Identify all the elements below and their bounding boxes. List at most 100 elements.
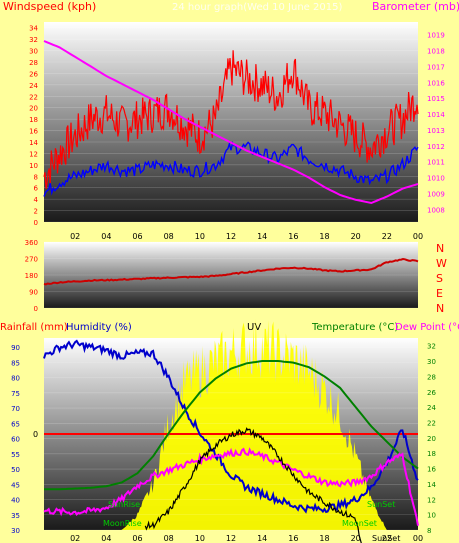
wind-tick-5: 10 bbox=[29, 162, 38, 170]
barometer-right-ticks: 1008 1009 1010 1011 1012 1013 1014 1015 1016 1017… bbox=[427, 32, 445, 215]
sunset2-label: SunSet bbox=[372, 534, 400, 543]
barometer-tick-10: 1018 bbox=[427, 48, 445, 56]
barometer-tick-5: 1013 bbox=[427, 127, 445, 135]
wind-gust-line bbox=[43, 50, 419, 189]
wind-xtick-11: 00 bbox=[413, 232, 423, 241]
wind-xtick-3: 08 bbox=[164, 232, 174, 241]
temp-xtick-3: 08 bbox=[164, 534, 174, 543]
temp-tick-5: 18 bbox=[427, 450, 436, 458]
wind-x-ticks: 02 04 06 08 10 12 14 16 18 20 22 00 bbox=[70, 232, 423, 241]
wind-xtick-5: 12 bbox=[226, 232, 236, 241]
temperature-ylabel: Temperature (°C) bbox=[311, 322, 398, 333]
barometer-tick-11: 1019 bbox=[427, 32, 445, 40]
uv-area-fill bbox=[44, 318, 418, 530]
wind-xtick-8: 18 bbox=[319, 232, 329, 241]
wind-average-line bbox=[43, 140, 419, 197]
wind-tick-10: 20 bbox=[29, 105, 38, 113]
barometer-tick-6: 1014 bbox=[427, 111, 445, 119]
moonrise-label: MoonRise bbox=[103, 519, 142, 528]
wind-tick-16: 32 bbox=[29, 36, 38, 44]
temp-xtick-2: 06 bbox=[132, 534, 142, 543]
wind-tick-9: 18 bbox=[29, 116, 38, 124]
wind-tick-1: 2 bbox=[34, 208, 38, 216]
wind-xtick-9: 20 bbox=[351, 232, 361, 241]
temp-xtick-7: 16 bbox=[288, 534, 298, 543]
temp-xtick-10: 22 bbox=[382, 534, 392, 543]
humidity-tick-3: 45 bbox=[11, 481, 20, 489]
wind-tick-2: 4 bbox=[34, 196, 39, 204]
wind-xtick-2: 06 bbox=[132, 232, 142, 241]
temp-xtick-5: 12 bbox=[226, 534, 236, 543]
humidity-tick-6: 60 bbox=[11, 436, 20, 444]
temp-xtick-6: 14 bbox=[257, 534, 267, 543]
wind-tick-11: 22 bbox=[29, 93, 38, 101]
humidity-tick-10: 80 bbox=[11, 375, 20, 383]
temp-tick-9: 26 bbox=[427, 389, 436, 397]
wind-pressure-panel: Windspeed (kph) 24 hour graph(Wed 10 Jun… bbox=[3, 0, 459, 241]
barometer-tick-7: 1015 bbox=[427, 95, 445, 103]
temp-tick-4: 16 bbox=[427, 466, 436, 474]
humidity-tick-12: 90 bbox=[11, 344, 20, 352]
compass-label-3: E bbox=[436, 287, 443, 300]
rain-ylabel: Rainfall (mm) bbox=[0, 322, 68, 333]
wind-series bbox=[43, 40, 419, 205]
barometer-tick-8: 1016 bbox=[427, 79, 445, 87]
wind-tick-15: 30 bbox=[29, 48, 38, 56]
barometer-tick-2: 1010 bbox=[427, 175, 445, 183]
uv-area bbox=[44, 318, 418, 530]
wind-xtick-10: 22 bbox=[382, 232, 392, 241]
barometer-line bbox=[43, 40, 419, 205]
temp-tick-2: 12 bbox=[427, 496, 436, 504]
humidity-tick-9: 75 bbox=[11, 390, 20, 398]
indoor-temp-line bbox=[144, 427, 362, 543]
temp-gridlines bbox=[44, 346, 418, 531]
humidity-left-ticks: 30 35 40 45 50 55 60 65 70 75 80 85 90 bbox=[11, 344, 20, 535]
uv-ylabel: UV bbox=[247, 322, 261, 333]
compass-label-1: W bbox=[436, 257, 447, 270]
compass-label-0: N bbox=[436, 242, 444, 255]
wind-tick-0: 0 bbox=[34, 219, 38, 227]
direction-tick-0: 0 bbox=[34, 305, 38, 313]
sunrise-label: SunRise bbox=[108, 500, 140, 509]
temp-series bbox=[43, 339, 419, 543]
temp-tick-8: 24 bbox=[427, 404, 436, 412]
humidity-tick-2: 40 bbox=[11, 497, 20, 505]
temp-tick-11: 30 bbox=[427, 358, 436, 366]
temp-tick-7: 22 bbox=[427, 419, 436, 427]
temp-xtick-4: 10 bbox=[195, 534, 205, 543]
temperature-line bbox=[44, 360, 419, 491]
wind-tick-6: 12 bbox=[29, 150, 38, 158]
direction-tick-3: 270 bbox=[25, 256, 38, 264]
humidity-tick-0: 30 bbox=[11, 527, 20, 535]
moonset-label: MoonSet bbox=[342, 519, 377, 528]
temp-right-ticks: 8 10 12 14 16 18 20 22 24 26 28 30 32 bbox=[427, 343, 436, 535]
temp-tick-3: 14 bbox=[427, 481, 436, 489]
direction-tick-1: 90 bbox=[29, 289, 38, 297]
temp-xtick-1: 04 bbox=[101, 534, 111, 543]
compass-label-4: N bbox=[436, 302, 444, 315]
wind-tick-14: 28 bbox=[29, 59, 38, 67]
humidity-tick-7: 65 bbox=[11, 420, 20, 428]
wind-tick-12: 24 bbox=[29, 82, 38, 90]
humidity-tick-4: 50 bbox=[11, 466, 20, 474]
wind-xtick-1: 04 bbox=[101, 232, 111, 241]
wind-tick-13: 26 bbox=[29, 70, 38, 78]
humidity-ylabel: Humidity (%) bbox=[66, 322, 132, 333]
compass-label-2: S bbox=[436, 272, 443, 285]
temp-tick-12: 32 bbox=[427, 343, 436, 351]
sunset-label: SunSet bbox=[367, 500, 395, 509]
temp-xtick-9: 20 bbox=[351, 534, 361, 543]
temp-xtick-8: 18 bbox=[319, 534, 329, 543]
wind-ylabel: Windspeed (kph) bbox=[3, 0, 96, 13]
direction-series bbox=[43, 257, 419, 286]
dewpoint-ylabel: Dew Point (°C) bbox=[395, 322, 459, 333]
wind-tick-17: 34 bbox=[29, 25, 38, 33]
barometer-tick-4: 1012 bbox=[427, 143, 445, 151]
humidity-tick-8: 70 bbox=[11, 405, 20, 413]
wind-direction-line bbox=[43, 257, 419, 286]
temp-x-ticks: 02 04 06 08 10 12 14 16 18 20 22 00 bbox=[70, 534, 423, 543]
temp-tick-0: 8 bbox=[427, 527, 431, 535]
barometer-ylabel: Barometer (mb) bbox=[372, 0, 459, 13]
